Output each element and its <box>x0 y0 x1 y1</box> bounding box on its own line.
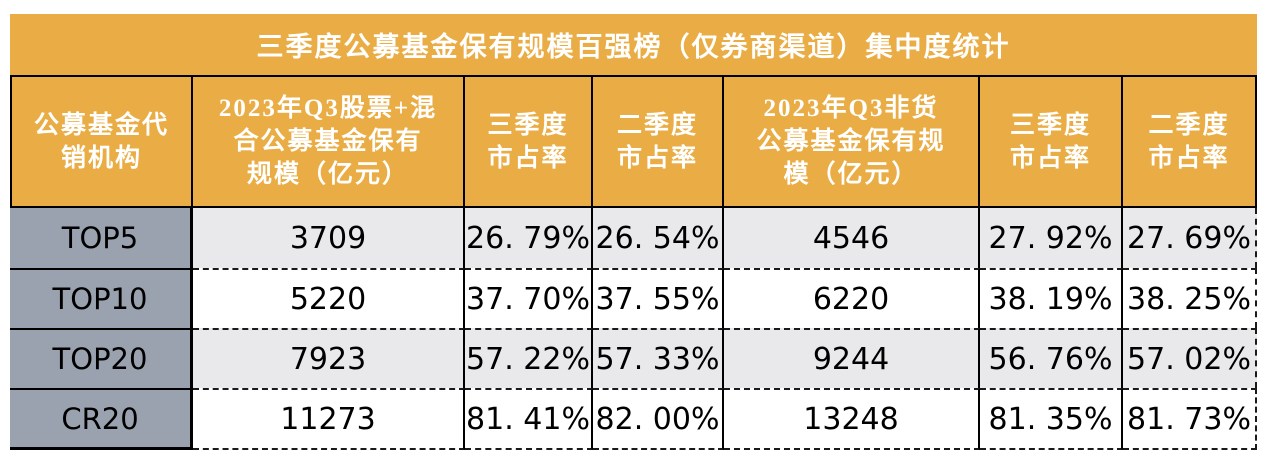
cell-top10-q2-share-1: 37. 55% <box>593 268 724 328</box>
row-label-top20: TOP20 <box>10 328 193 388</box>
cell-top10-q2-share-2: 38. 25% <box>1123 268 1257 328</box>
cell-top20-nonmoney-scale: 9244 <box>724 328 980 388</box>
cell-cr20-nonmoney-scale: 13248 <box>724 388 980 450</box>
cell-top20-q3-share-1: 57. 22% <box>465 328 593 388</box>
concentration-stats-table: 三季度公募基金保有规模百强榜（仅券商渠道）集中度统计 公募基金代 销机构 202… <box>10 14 1257 450</box>
col-header-q3-nonmoney: 2023年Q3非货 公募基金保有规 模（亿元） <box>724 75 980 208</box>
cell-cr20-q3-share-1: 81. 41% <box>465 388 593 450</box>
col-header-q3-equity-hybrid: 2023年Q3股票+混 合公募基金保有 规模（亿元） <box>193 75 465 208</box>
cell-top10-equity-scale: 5220 <box>193 268 465 328</box>
cell-top20-equity-scale: 7923 <box>193 328 465 388</box>
cell-cr20-q2-share-1: 82. 00% <box>593 388 724 450</box>
col-header-q2-share-1: 二季度 市占率 <box>593 75 724 208</box>
cell-top5-equity-scale: 3709 <box>193 208 465 268</box>
cell-cr20-q3-share-2: 81. 35% <box>980 388 1123 450</box>
col-header-q2-share-2: 二季度 市占率 <box>1123 75 1257 208</box>
cell-cr20-q2-share-2: 81. 73% <box>1123 388 1257 450</box>
cell-top5-q2-share-1: 26. 54% <box>593 208 724 268</box>
row-label-top10: TOP10 <box>10 268 193 328</box>
cell-cr20-equity-scale: 11273 <box>193 388 465 450</box>
row-label-top5: TOP5 <box>10 208 193 268</box>
cell-top5-q2-share-2: 27. 69% <box>1123 208 1257 268</box>
cell-top5-nonmoney-scale: 4546 <box>724 208 980 268</box>
cell-top20-q3-share-2: 56. 76% <box>980 328 1123 388</box>
col-header-agency: 公募基金代 销机构 <box>10 75 193 208</box>
cell-top5-q3-share-2: 27. 92% <box>980 208 1123 268</box>
table-title: 三季度公募基金保有规模百强榜（仅券商渠道）集中度统计 <box>10 14 1257 75</box>
cell-top10-q3-share-1: 37. 70% <box>465 268 593 328</box>
cell-top5-q3-share-1: 26. 79% <box>465 208 593 268</box>
col-header-q3-share-1: 三季度 市占率 <box>465 75 593 208</box>
cell-top10-q3-share-2: 38. 19% <box>980 268 1123 328</box>
row-label-cr20: CR20 <box>10 388 193 450</box>
cell-top20-q2-share-2: 57. 02% <box>1123 328 1257 388</box>
cell-top10-nonmoney-scale: 6220 <box>724 268 980 328</box>
cell-top20-q2-share-1: 57. 33% <box>593 328 724 388</box>
col-header-q3-share-2: 三季度 市占率 <box>980 75 1123 208</box>
